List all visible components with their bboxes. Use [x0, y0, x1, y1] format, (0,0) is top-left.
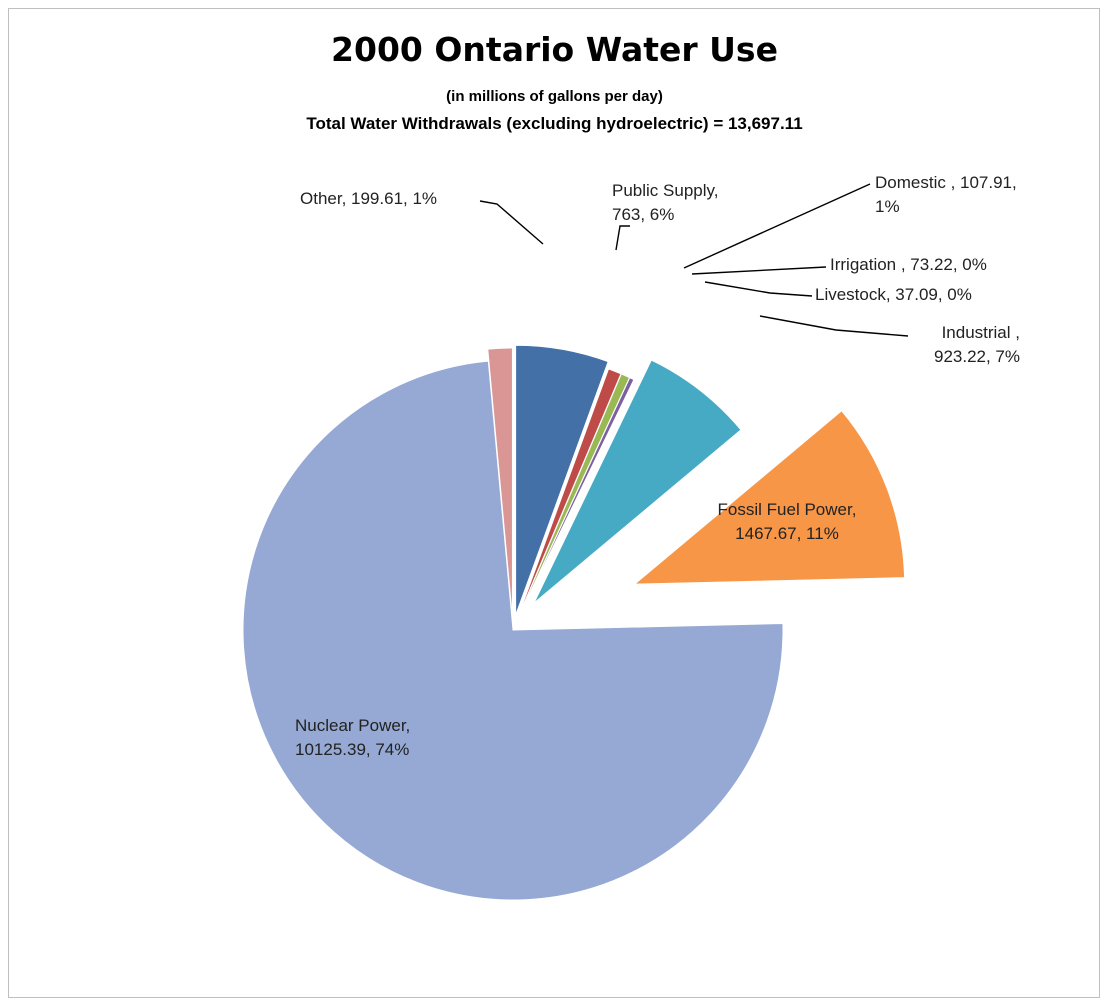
pie-slice-other: [487, 347, 513, 619]
leader-line-industrial: [759, 315, 909, 337]
leader-line-livestock: [704, 281, 813, 297]
slice-label-other: Other, 199.61, 1%: [300, 189, 437, 208]
slice-label-industrial: Industrial , 923.22, 7%: [934, 323, 1020, 366]
leader-line-irrigation: [691, 266, 827, 275]
slice-label-public-supply: Public Supply, 763, 6%: [612, 181, 718, 224]
pie-slice-fossil-fuel-power: [633, 410, 906, 585]
leader-lines: [479, 183, 909, 337]
slice-label-nuclear-power: Nuclear Power, 10125.39, 74%: [295, 716, 410, 759]
chart-subtitle: (in millions of gallons per day): [446, 88, 663, 105]
leader-line-domestic: [683, 183, 871, 269]
pie-slice-public-supply: [515, 344, 609, 616]
slice-label-fossil-fuel-power: Fossil Fuel Power, 1467.67, 11%: [718, 500, 857, 543]
slice-label-livestock: Livestock, 37.09, 0%: [815, 285, 972, 304]
slice-label-domestic: Domestic , 107.91, 1%: [875, 173, 1017, 216]
leader-line-other: [479, 200, 544, 245]
pie-slice-livestock: [515, 377, 635, 623]
slice-labels: Public Supply, 763, 6% Domestic , 107.91, 1…: [295, 173, 1020, 759]
slice-label-irrigation: Irrigation , 73.22, 0%: [830, 255, 987, 274]
pie-slice-industrial: [533, 359, 742, 604]
pie-slices: [242, 344, 906, 901]
chart-total-label: Total Water Withdrawals (excluding hydro…: [306, 114, 803, 133]
pie-slice-nuclear-power: [242, 360, 784, 901]
leader-line-public-supply: [615, 225, 630, 251]
chart-title: 2000 Ontario Water Use: [331, 30, 778, 69]
